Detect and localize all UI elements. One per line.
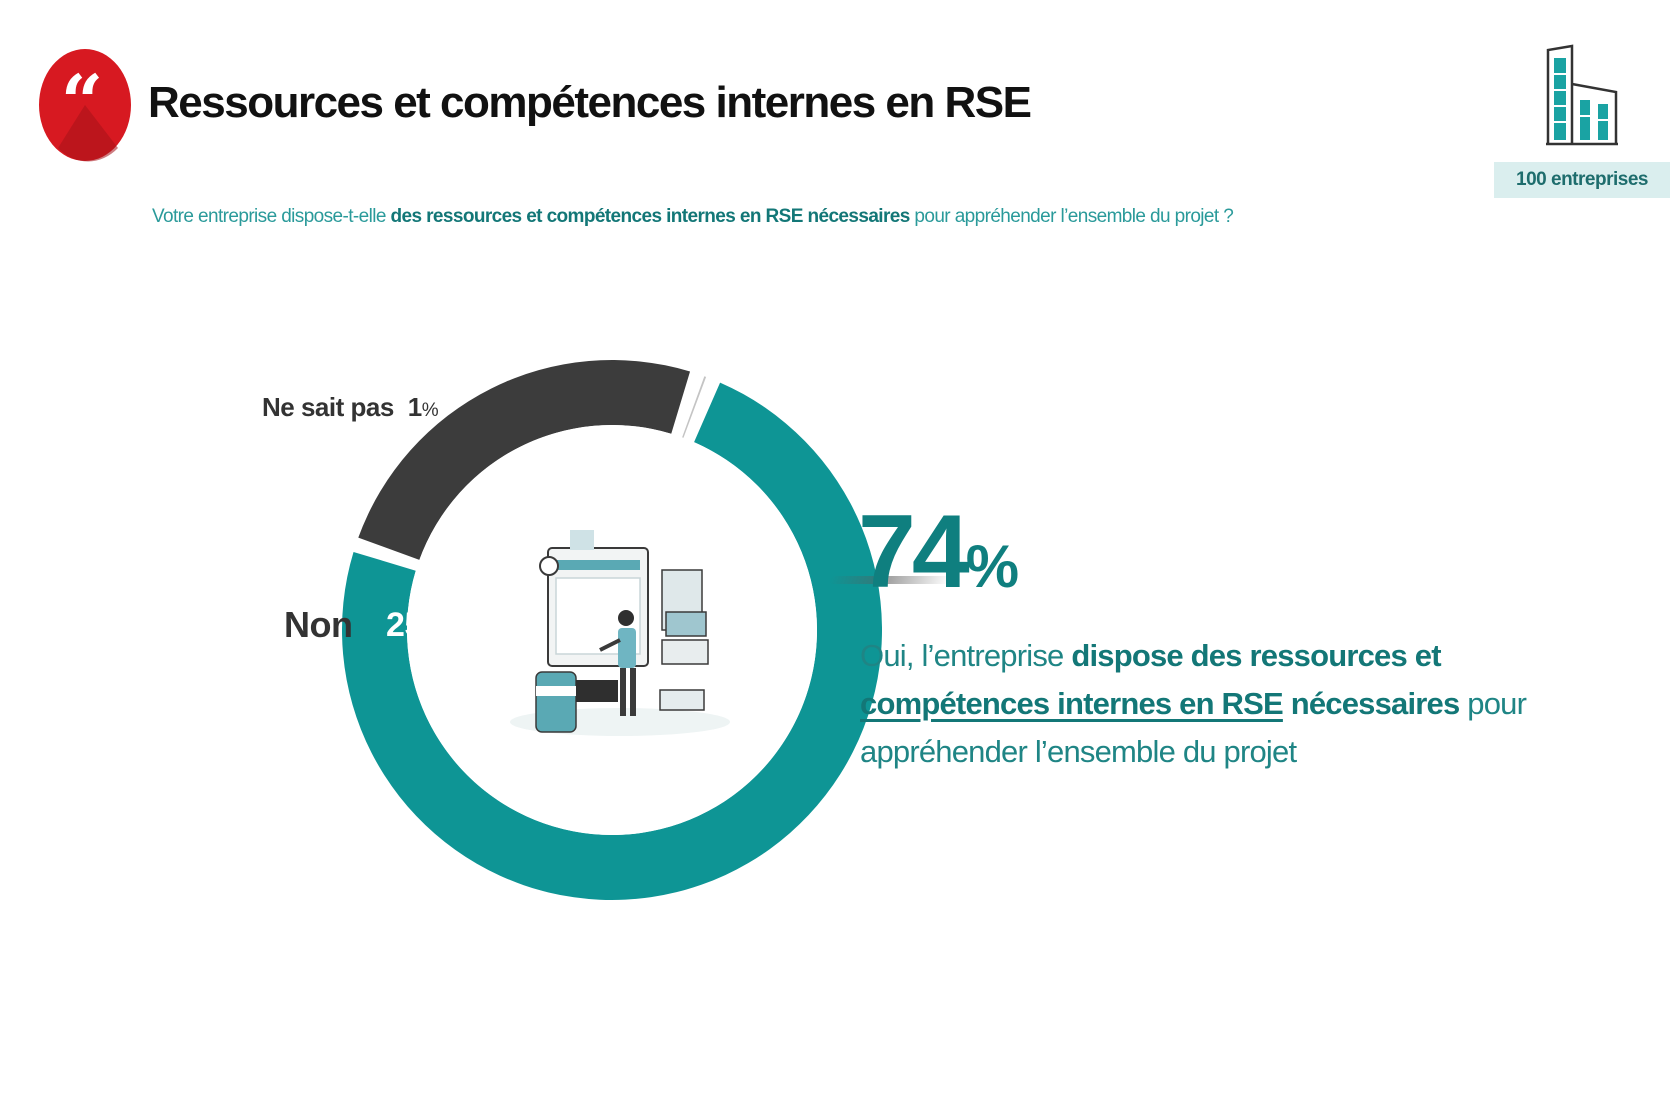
oui-description: Oui, l’entreprise dispose des ressources… [860, 632, 1580, 776]
building-icon [1546, 44, 1618, 146]
question-prefix: Votre entreprise dispose-t-elle [152, 206, 391, 227]
value-oui-unit: % [965, 533, 1020, 600]
question-suffix: pour appréhender l’ensemble du projet ? [909, 206, 1234, 227]
value-ne-sait-pas: 1 [407, 392, 422, 422]
label-ne-sait-pas-text: Ne sait pas [262, 392, 394, 422]
value-oui: 74% [858, 500, 1019, 604]
oui-text-bold-2: nécessaires [1282, 686, 1461, 721]
oui-text-prefix: Oui, l’entreprise [860, 638, 1072, 673]
oui-text-bold-1: dispose des ressources et [1071, 638, 1441, 673]
label-non: Non [284, 604, 353, 645]
workspace-illustration-icon [510, 530, 730, 736]
label-ne-sait-pas: Ne sait pas 1% [262, 392, 439, 423]
oui-text-bold-underlined: compétences internes en RSE [860, 686, 1284, 721]
sample-size-badge: 100 entreprises [1494, 162, 1670, 198]
slice-ne-sait-pas [682, 376, 707, 438]
quote-glyph: “ [61, 60, 104, 146]
value-non: 25% [386, 606, 453, 644]
oui-text-suffix: pour appréhender l’ensemble du projet [860, 686, 1527, 769]
question-bold: des ressources et compétences internes e… [390, 206, 911, 227]
page-title: Ressources et compétences internes en RS… [148, 78, 1032, 127]
value-oui-number: 74 [858, 494, 970, 610]
survey-question: Votre entreprise dispose-t-elle des ress… [152, 206, 1234, 228]
unit-ne-sait-pas: % [421, 400, 439, 421]
slice-non [358, 360, 691, 560]
quote-badge-icon: “ [39, 49, 131, 162]
